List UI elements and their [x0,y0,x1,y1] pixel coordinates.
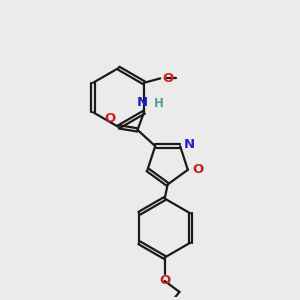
Text: O: O [163,72,174,85]
Text: N: N [137,96,148,109]
Text: O: O [159,274,170,287]
Text: N: N [184,138,195,151]
Text: H: H [153,97,163,110]
Text: O: O [192,163,203,176]
Text: O: O [104,112,116,125]
